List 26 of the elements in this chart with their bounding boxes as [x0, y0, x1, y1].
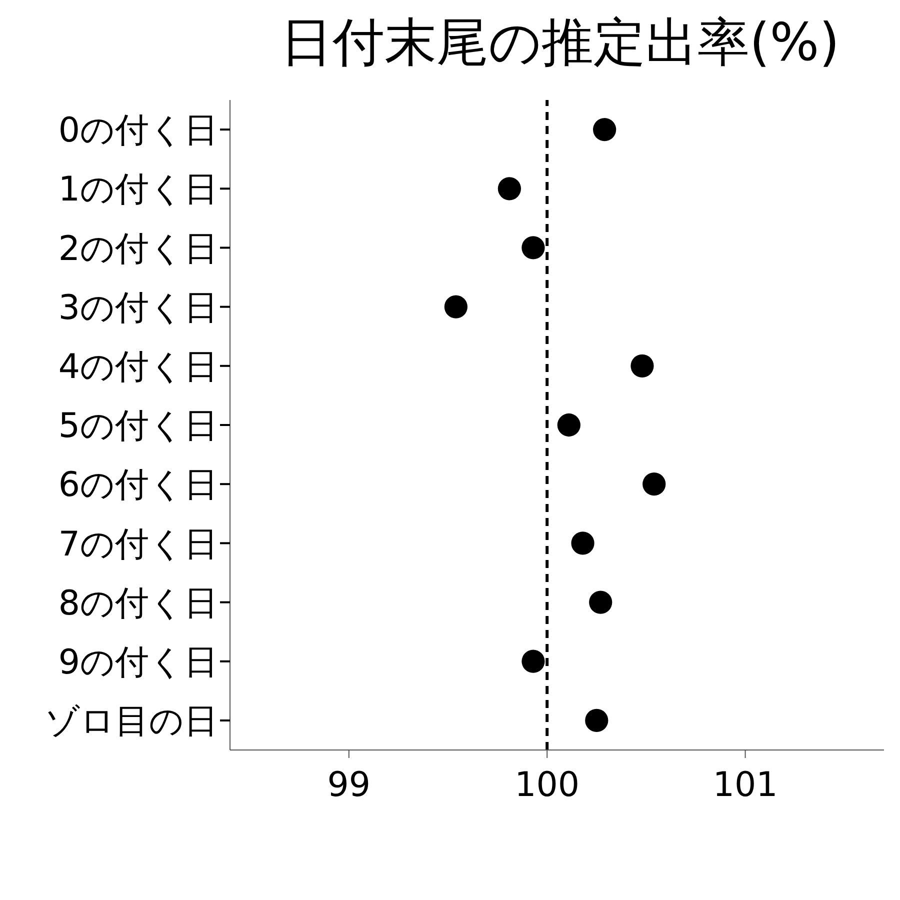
point	[630, 354, 654, 378]
x-tick-label: 99	[327, 765, 371, 806]
y-tick-label: 0の付く日	[58, 110, 218, 151]
point	[522, 650, 545, 673]
x-tick-label: 101	[712, 765, 778, 806]
y-tick-label: 6の付く日	[58, 465, 218, 506]
y-tick-label: 5の付く日	[58, 406, 218, 446]
y-tick-label: 4の付く日	[58, 346, 218, 387]
y-tick-label: 3の付く日	[58, 288, 218, 328]
chart-title: 日付末尾の推定出率(%)	[280, 12, 840, 75]
y-tick-label: 1の付く日	[58, 170, 218, 210]
point	[589, 590, 612, 614]
point	[498, 177, 521, 200]
point	[571, 532, 594, 555]
y-tick-label: ゾロ目の日	[45, 702, 218, 742]
point	[593, 118, 616, 142]
y-tick-label: 2の付く日	[58, 228, 218, 269]
point	[642, 472, 666, 496]
point	[522, 236, 545, 260]
x-tick-label: 100	[514, 765, 580, 806]
point	[585, 708, 608, 732]
y-tick-label: 8の付く日	[58, 583, 218, 624]
y-tick-label: 7の付く日	[58, 524, 218, 564]
y-tick-label: 9の付く日	[58, 642, 218, 682]
point	[557, 413, 580, 437]
point	[444, 295, 468, 318]
